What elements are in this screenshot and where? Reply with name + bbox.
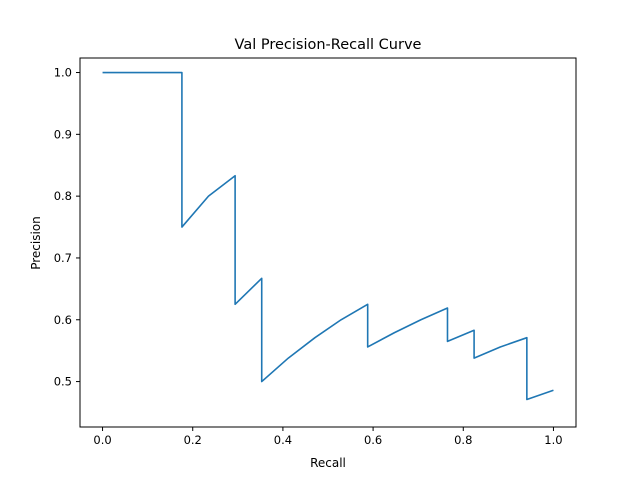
x-tick-label: 1.0 — [544, 433, 562, 447]
x-tick-label: 0.6 — [364, 433, 382, 447]
x-axis-label: Recall — [310, 456, 346, 470]
chart-title: Val Precision-Recall Curve — [235, 37, 422, 53]
y-tick-label: 0.6 — [54, 313, 72, 327]
y-tick-label: 0.7 — [54, 251, 72, 265]
y-tick-label: 0.8 — [54, 189, 72, 203]
x-tick-label: 0.2 — [184, 433, 202, 447]
plot-frame — [79, 57, 577, 428]
x-tick-label: 0.4 — [274, 433, 292, 447]
y-tick-label: 0.9 — [54, 127, 72, 141]
x-tick-label: 0.8 — [454, 433, 472, 447]
x-tick-label: 0.0 — [93, 433, 111, 447]
y-tick-label: 0.5 — [54, 375, 72, 389]
y-tick-label: 1.0 — [54, 66, 72, 80]
pr-curve-line — [102, 71, 554, 401]
y-axis-label: Precision — [29, 216, 43, 270]
